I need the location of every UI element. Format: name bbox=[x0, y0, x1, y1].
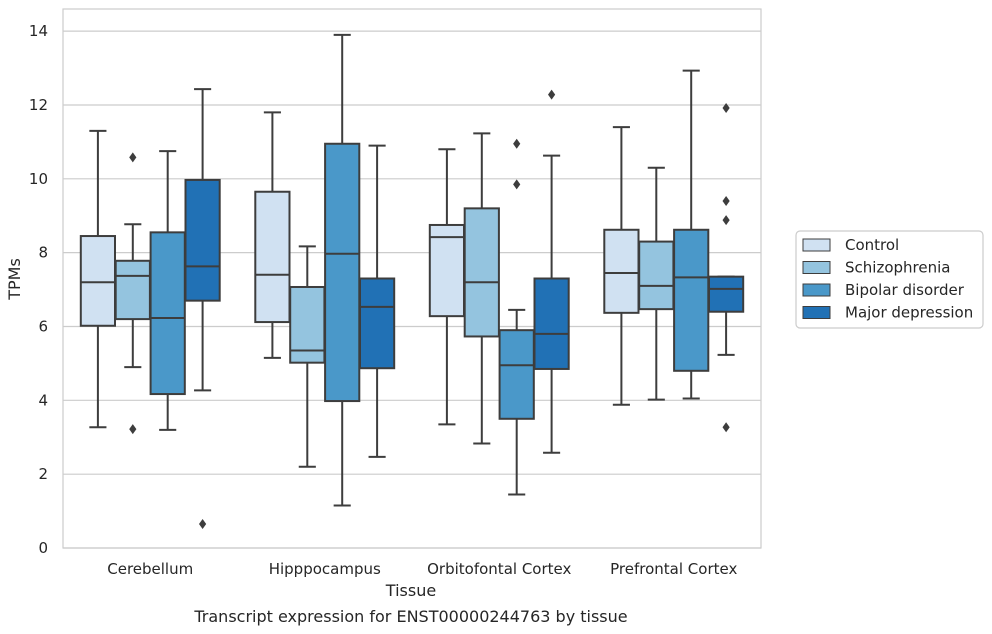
box bbox=[707, 275, 745, 313]
box bbox=[324, 142, 361, 403]
legend-label: Major depression bbox=[845, 304, 973, 322]
legend-swatch bbox=[802, 283, 831, 297]
outlier-marker bbox=[722, 102, 730, 113]
outlier-marker bbox=[722, 422, 730, 433]
legend-swatch bbox=[802, 306, 831, 319]
box bbox=[673, 228, 710, 372]
box bbox=[603, 228, 640, 314]
box-group bbox=[254, 33, 396, 507]
x-tick-label: Prefrontal Cortex bbox=[610, 560, 737, 578]
outlier-marker bbox=[513, 138, 521, 149]
box-group bbox=[603, 69, 745, 433]
legend-swatch bbox=[802, 261, 831, 274]
outlier-marker bbox=[548, 89, 556, 100]
box bbox=[114, 259, 151, 321]
box bbox=[184, 178, 221, 302]
y-tick-label: 2 bbox=[38, 465, 48, 483]
outlier-marker bbox=[199, 519, 207, 530]
x-tick-labels: Cerebellum Hipppocampus Orbitofontal Corte… bbox=[107, 560, 737, 578]
box bbox=[428, 223, 466, 318]
x-axis-label: Tissue bbox=[385, 581, 436, 600]
box bbox=[79, 235, 117, 327]
box bbox=[254, 190, 291, 324]
box bbox=[638, 240, 675, 311]
box bbox=[149, 231, 186, 396]
box bbox=[498, 329, 535, 420]
box bbox=[463, 207, 500, 338]
y-tick-label: 10 bbox=[29, 170, 48, 188]
legend: Control Schizophrenia Bipolar disorder Majo… bbox=[795, 230, 984, 329]
x-tick-label: Hipppocampus bbox=[269, 560, 381, 578]
outlier-marker bbox=[129, 152, 137, 163]
box bbox=[358, 277, 396, 370]
legend-swatch bbox=[802, 238, 831, 252]
plot-frame bbox=[62, 8, 762, 549]
outlier-marker bbox=[129, 424, 137, 435]
outlier-marker bbox=[722, 195, 730, 206]
x-tick-label: Orbitofontal Cortex bbox=[427, 560, 571, 578]
chart-caption: Transcript expression for ENST0000024476… bbox=[193, 607, 627, 626]
legend-label: Schizophrenia bbox=[845, 259, 950, 277]
x-tick-label: Cerebellum bbox=[107, 560, 193, 578]
y-tick-label: 12 bbox=[29, 96, 48, 114]
legend-label: Bipolar disorder bbox=[845, 281, 965, 299]
y-tick-labels: 0 2 4 6 8 10 12 14 bbox=[29, 22, 48, 557]
y-tick-label: 14 bbox=[29, 22, 48, 40]
box-group bbox=[79, 88, 221, 530]
y-tick-label: 0 bbox=[38, 539, 48, 557]
legend-frame bbox=[795, 230, 984, 329]
y-tick-label: 4 bbox=[38, 391, 48, 409]
y-tick-label: 8 bbox=[38, 244, 48, 262]
outlier-marker bbox=[513, 179, 521, 190]
box-group bbox=[428, 89, 570, 496]
box-groups bbox=[79, 33, 745, 530]
y-axis-label: TPMs bbox=[5, 258, 24, 301]
outlier-marker bbox=[722, 215, 730, 226]
legend-label: Control bbox=[845, 236, 899, 254]
y-tick-label: 6 bbox=[38, 317, 48, 335]
box bbox=[533, 277, 570, 370]
